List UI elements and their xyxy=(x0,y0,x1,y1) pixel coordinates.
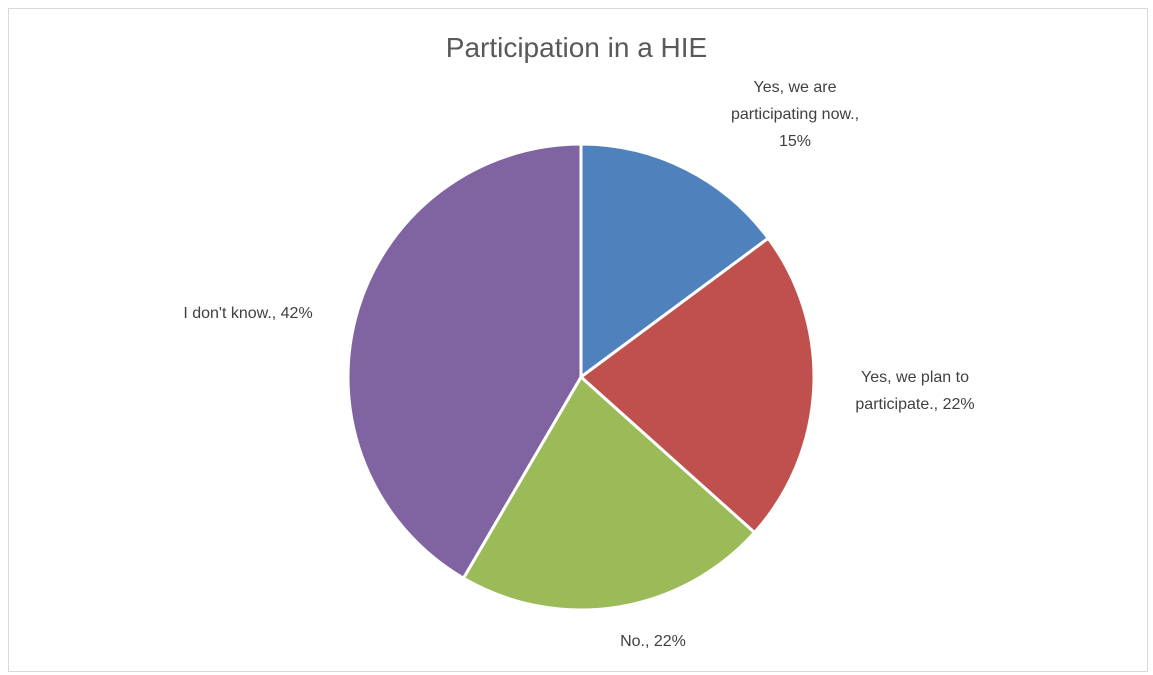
slice-dont-know xyxy=(346,142,583,580)
slice-no xyxy=(461,375,756,612)
data-label-line: I don't know., 42% xyxy=(183,305,312,322)
data-label-line: No., 22% xyxy=(620,633,686,650)
data-labels: Yes, we are participating now., 15%Yes, we… xyxy=(183,79,974,650)
data-label-line: Yes, we plan to xyxy=(861,369,969,386)
data-label-line: Yes, we are xyxy=(753,79,836,96)
data-label-line: participate., 22% xyxy=(855,396,974,413)
data-label-participating-now: Yes, we are participating now., 15% xyxy=(731,79,859,150)
data-label-no: No., 22% xyxy=(620,633,686,650)
pie-slices xyxy=(346,142,816,612)
slice-participating-now xyxy=(579,142,770,379)
chart-title: Participation in a HIE xyxy=(445,32,708,63)
data-label-line: participating now., xyxy=(731,106,859,123)
data-label-line: 15% xyxy=(779,133,811,150)
data-label-plan-to-participate: Yes, we plan to participate., 22% xyxy=(855,369,974,413)
data-label-dont-know: I don't know., 42% xyxy=(183,305,312,322)
slice-plan-to-participate xyxy=(579,236,816,535)
